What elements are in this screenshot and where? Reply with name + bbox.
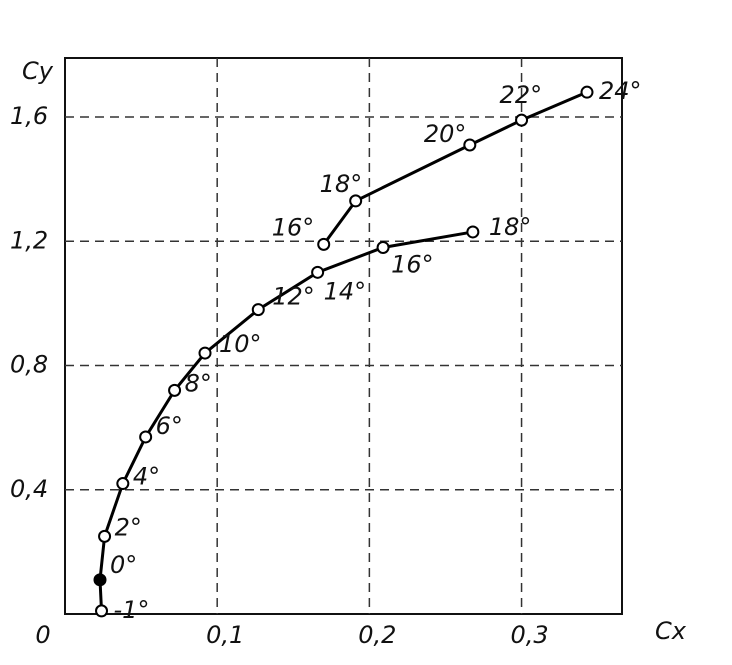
- point: [139, 430, 153, 444]
- point-label: 18°: [320, 170, 363, 198]
- point: [116, 477, 130, 491]
- plot-frame: [64, 57, 623, 615]
- point-label: 12°: [272, 283, 315, 311]
- point-label: 22°: [500, 81, 543, 109]
- point: [168, 383, 182, 397]
- y-tick-label: 1,6: [10, 102, 48, 130]
- point: [198, 346, 212, 360]
- point: [98, 529, 112, 543]
- point-label: 10°: [219, 330, 262, 358]
- point: [311, 265, 325, 279]
- point-label: 18°: [489, 213, 532, 241]
- point-label: 24°: [599, 77, 642, 105]
- point-label: 8°: [185, 369, 212, 397]
- x-tick-label: 0: [35, 621, 50, 649]
- x-tick-label: 0,3: [510, 621, 548, 649]
- x-axis-label: Cx: [655, 617, 687, 645]
- point: [376, 240, 390, 254]
- point-label: 4°: [133, 463, 160, 491]
- point: [580, 85, 594, 99]
- point-label: 6°: [156, 412, 183, 440]
- point: [349, 194, 363, 208]
- y-tick-label: 0,8: [10, 351, 48, 379]
- y-tick-label: 0,4: [10, 475, 48, 503]
- point-label: 14°: [324, 277, 367, 305]
- curve: [322, 90, 588, 246]
- point: [251, 303, 265, 317]
- point: [515, 113, 529, 127]
- point: [317, 237, 331, 251]
- x-tick-label: 0,1: [206, 621, 244, 649]
- point: [463, 138, 477, 152]
- point-label: 0°: [110, 551, 137, 579]
- point-label: 20°: [424, 120, 467, 148]
- x-tick-label: 0,2: [358, 621, 396, 649]
- point: [466, 225, 480, 239]
- point: [93, 573, 107, 587]
- y-axis-label: Cy: [22, 57, 54, 85]
- point-label: -1°: [114, 596, 150, 624]
- point-label: 16°: [391, 250, 434, 278]
- point-label: 2°: [115, 513, 142, 541]
- point: [95, 604, 109, 618]
- y-tick-label: 1,2: [10, 226, 48, 254]
- point-label: 16°: [272, 213, 315, 241]
